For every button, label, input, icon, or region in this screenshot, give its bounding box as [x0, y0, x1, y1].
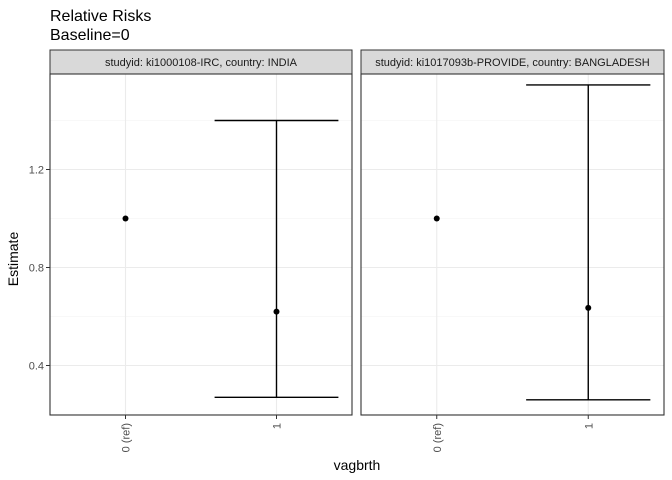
estimate-point [433, 215, 440, 222]
panel-background [361, 74, 664, 415]
chart-subtitle: Baseline=0 [50, 27, 130, 44]
error-bar [214, 119, 339, 399]
y-tick-label: 0.4 [29, 361, 44, 373]
y-axis-title: Estimate [5, 232, 21, 287]
error-bar [526, 84, 651, 401]
panel-border [360, 73, 665, 416]
facet-panel-1: studyid: ki1000108-IRC, country: INDIA 0 … [49, 49, 353, 452]
facet-panel-2: studyid: ki1017093b-PROVIDE, country: BA… [360, 49, 665, 452]
x-axis-title: vagbrth [334, 457, 381, 473]
facet-strip-label: studyid: ki1017093b-PROVIDE, country: BA… [375, 57, 650, 69]
x-tick-label: 0 (ref) [432, 423, 444, 452]
estimate-point [273, 308, 280, 315]
estimate-point [585, 304, 592, 311]
facet-panels: studyid: ki1000108-IRC, country: INDIA 0 … [49, 49, 665, 452]
y-axis: 0.4 0.8 1.2 [29, 165, 50, 373]
x-tick-label: 1 [272, 423, 284, 429]
panel-background [50, 74, 352, 415]
estimate-point [122, 215, 129, 222]
y-tick-label: 1.2 [29, 165, 44, 177]
y-tick-label: 0.8 [29, 263, 44, 275]
facet-strip [49, 49, 353, 75]
chart-title: Relative Risks [50, 8, 151, 25]
panel-border [49, 73, 353, 416]
facet-strip [360, 49, 665, 75]
facet-strip-label: studyid: ki1000108-IRC, country: INDIA [105, 57, 298, 69]
x-tick-label: 1 [583, 423, 595, 429]
x-tick-label: 0 (ref) [121, 423, 133, 452]
